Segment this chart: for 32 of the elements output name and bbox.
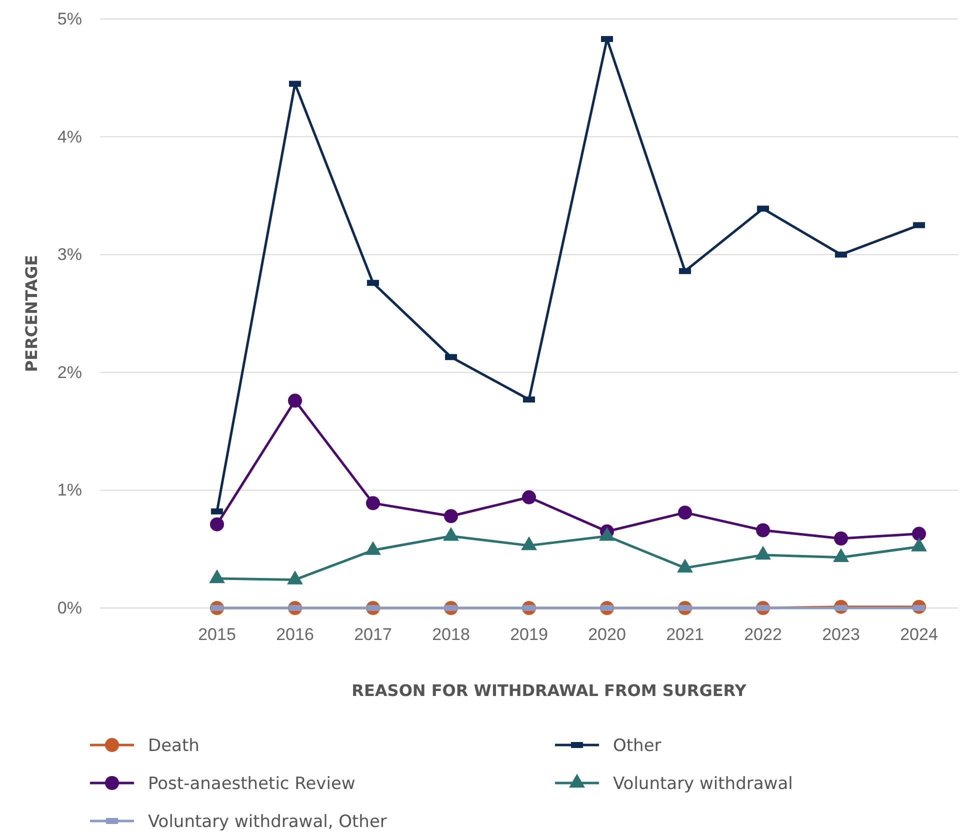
point [288,394,302,408]
x-tick-label: 2016 [276,625,314,644]
y-tick-label: 3% [57,245,82,264]
legend-label: Other [613,736,662,756]
point [444,509,458,524]
point [366,496,380,510]
legend-label: Post-anaesthetic Review [148,774,356,794]
x-tick-label: 2021 [666,625,704,644]
y-tick-label: 1% [57,480,82,500]
x-tick-label: 2019 [510,625,548,644]
y-tick-label: 0% [57,598,82,618]
x-tick-label: 2020 [588,625,626,644]
point [834,532,848,546]
x-tick-label: 2024 [900,625,938,644]
point [210,517,224,532]
y-tick-label: 5% [57,9,82,28]
legend-label: Voluntary withdrawal, Other [148,812,387,832]
x-tick-label: 2023 [822,625,860,644]
legend-label: Voluntary withdrawal [613,774,793,794]
legend-label: Death [148,736,200,756]
point [678,506,692,520]
x-axis-title: REASON FOR WITHDRAWAL FROM SURGERY [352,681,747,700]
y-tick-label: 4% [57,127,82,146]
x-tick-label: 2015 [198,625,236,644]
point [756,523,770,538]
x-tick-label: 2018 [432,625,470,644]
y-tick-label: 2% [57,362,82,382]
x-tick-label: 2022 [744,625,782,644]
x-tick-label: 2017 [354,625,392,644]
point [522,490,536,504]
point [912,526,926,541]
y-axis-title: PERCENTAGE [22,254,41,372]
